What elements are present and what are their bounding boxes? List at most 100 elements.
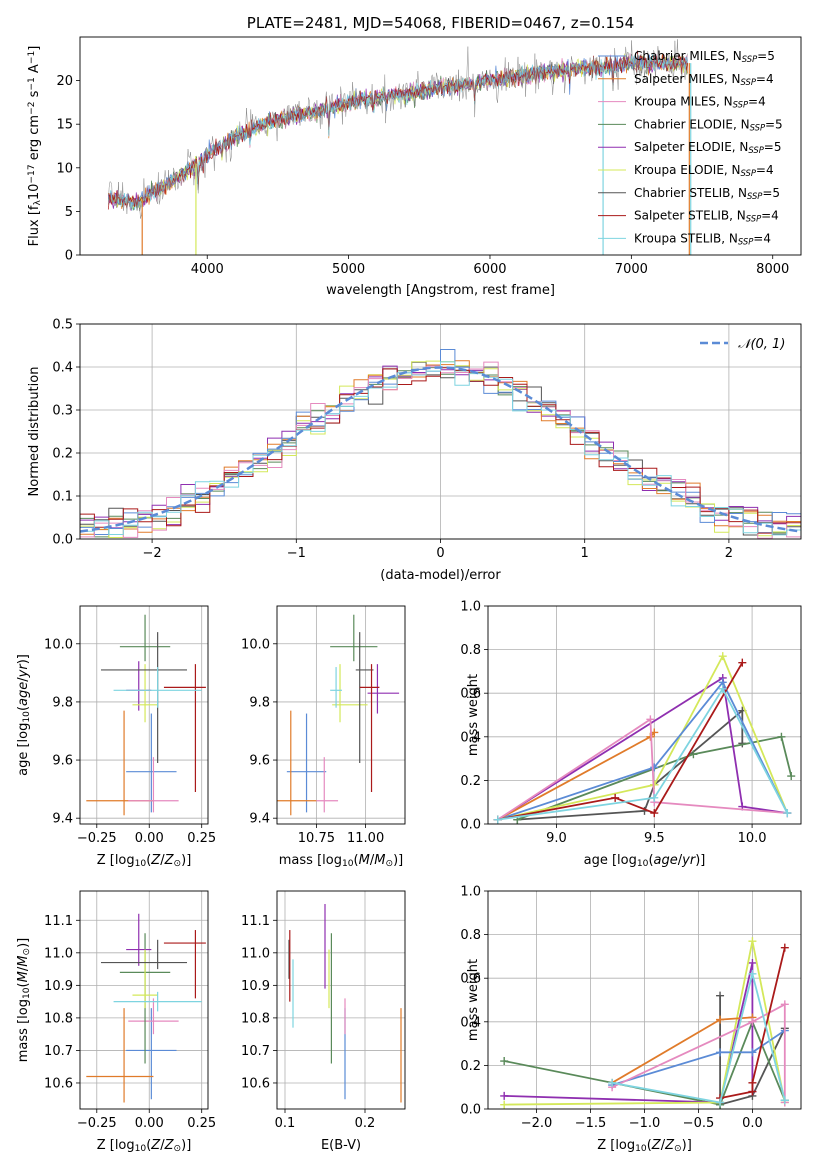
y-tick-label: 10.8 (44, 1011, 73, 1026)
mass-weight-line (504, 940, 786, 1106)
y-tick-label: 20 (56, 74, 73, 89)
y-axis-label: mass weight (466, 674, 481, 756)
spectrum-model-line (108, 54, 688, 211)
legend: Chabrier MILES, NSSP=5 Salpeter MILES, NS… (598, 49, 783, 246)
y-axis-label: Normed distribution (27, 367, 42, 497)
y-tick-label: 1.0 (460, 885, 481, 900)
mass-weight-line (719, 947, 786, 1099)
spectrum-model-line (107, 50, 688, 210)
y-axis-label: Flux [fλ10−17 erg cm−2 s−1 A−1] (27, 46, 43, 247)
mass-weight-marker (748, 1048, 757, 1057)
normal-reference-curve (80, 366, 801, 533)
mass-weight-line (497, 653, 789, 821)
mass-weight-marker (500, 1100, 509, 1109)
y-tick-label: 10.9 (241, 979, 270, 994)
mass-weight-line (497, 717, 788, 821)
mass-weight-line (497, 676, 788, 821)
spectrum-model-line (107, 53, 688, 211)
legend-label: 𝒩(0, 1) (738, 337, 785, 352)
y-tick-label: 11.1 (44, 914, 73, 929)
legend-label: Chabrier STELIB, NSSP=5 (634, 186, 780, 201)
y-tick-label: 0.2 (52, 447, 73, 462)
plot-area (80, 349, 801, 539)
y-axis-label: mass [log10(M/M⊙)] (16, 938, 32, 1062)
y-tick-label: 0.8 (460, 928, 481, 943)
legend-label: Chabrier MILES, NSSP=5 (634, 49, 775, 64)
spectrum-model-line (107, 54, 688, 209)
y-tick-label: 0.2 (460, 1059, 481, 1074)
x-tick-label: −2.0 (521, 1116, 553, 1131)
y-tick-label: 9.6 (249, 754, 270, 769)
frame: 10.75 11.00 9.4 9.6 9.8 10.0 (241, 605, 406, 846)
mass-weight-marker (493, 815, 502, 824)
mass-weight-marker (646, 715, 655, 724)
mass-weight-marker (783, 809, 792, 818)
plot-area (288, 904, 402, 1103)
spectrum-model-line (107, 54, 688, 210)
mass-weight-marker (716, 991, 725, 1000)
plot-area (86, 614, 206, 816)
y-tick-label: 5 (65, 205, 73, 220)
mass-weight-marker (748, 1087, 757, 1096)
x-tick-label: −0.25 (77, 1116, 117, 1131)
plot-area (277, 614, 400, 816)
panel-residuals: −2 −1 0 1 2 0.0 0.1 0.2 0.3 0.4 0.5 (52, 318, 802, 561)
x-tick-label: 10.0 (738, 831, 767, 846)
panel-mass-weight-vs-Z: −2.0 −1.5 −1.0 −0.5 0.0 0.0 0.2 0.4 0.6 0.8 1.0 (460, 885, 802, 1131)
mass-weight-marker (718, 684, 727, 693)
x-axis-label: Z [log10(Z/Z⊙)] (97, 853, 192, 869)
y-tick-label: 0.1 (52, 490, 73, 505)
mass-weight-line (516, 735, 793, 821)
x-tick-label: 8000 (756, 262, 789, 277)
mass-weight-marker (748, 969, 757, 978)
mass-weight-marker (748, 958, 757, 967)
x-tick-label: −1 (287, 546, 306, 561)
legend-label: Salpeter ELODIE, NSSP=5 (634, 140, 782, 155)
y-tick-label: 10.7 (241, 1044, 270, 1059)
mass-weight-line (611, 1029, 786, 1086)
frame: −0.25 0.00 0.25 9.4 9.6 9.8 10.0 (44, 605, 216, 846)
y-axis-label: mass weight (466, 959, 481, 1041)
y-tick-label: 0.4 (460, 1015, 481, 1030)
x-tick-label: −0.25 (77, 831, 117, 846)
y-tick-label: 11.0 (44, 946, 73, 961)
mass-weight-marker (716, 1048, 725, 1057)
x-tick-label: 2 (725, 546, 733, 561)
plot-area (493, 652, 796, 824)
frame: −0.25 0.00 0.25 10.6 10.7 10.8 10.9 11.0 11.1 (44, 890, 216, 1131)
x-tick-label: 11.00 (347, 831, 384, 846)
y-tick-label: 0.0 (460, 818, 481, 833)
mass-weight-marker (611, 793, 620, 802)
mass-weight-marker (718, 652, 727, 661)
spectrum-model-line (107, 53, 688, 212)
x-axis-label: Z [log10(Z/Z⊙)] (597, 1138, 692, 1154)
y-tick-label: 10.0 (44, 637, 73, 652)
legend-label: Kroupa MILES, NSSP=4 (634, 95, 766, 110)
y-tick-label: 10.9 (44, 979, 73, 994)
mass-weight-marker (716, 1098, 725, 1107)
x-tick-label: −1.5 (575, 1116, 607, 1131)
y-tick-label: 0.0 (52, 533, 73, 548)
x-tick-label: 0 (436, 546, 444, 561)
mass-weight-marker (716, 1015, 725, 1024)
frame: −2 −1 0 1 2 0.0 0.1 0.2 0.3 0.4 0.5 (52, 318, 802, 561)
y-tick-label: 10.6 (44, 1076, 73, 1091)
mass-weight-marker (689, 750, 698, 759)
y-tick-label: 9.6 (52, 754, 73, 769)
spectrum-model-line (107, 53, 688, 209)
x-tick-label: 5000 (332, 262, 365, 277)
x-tick-label: 10.75 (298, 831, 335, 846)
y-tick-label: 0.8 (460, 643, 481, 658)
frame: −2.0 −1.5 −1.0 −0.5 0.0 0.0 0.2 0.4 0.6 0.8 1.0 (460, 885, 802, 1131)
mass-weight-marker (780, 1096, 789, 1105)
axes-frame (487, 890, 802, 1110)
chart-title: PLATE=2481, MJD=54068, FIBERID=0467, z=0… (247, 14, 634, 32)
y-tick-label: 0 (65, 249, 73, 264)
legend-label: Chabrier ELODIE, NSSP=5 (634, 117, 783, 132)
x-tick-label: 0.1 (275, 1116, 296, 1131)
x-tick-label: 0.2 (355, 1116, 376, 1131)
legend: 𝒩(0, 1) (700, 337, 785, 352)
y-tick-label: 11.0 (241, 946, 270, 961)
x-tick-label: 9.5 (644, 831, 665, 846)
